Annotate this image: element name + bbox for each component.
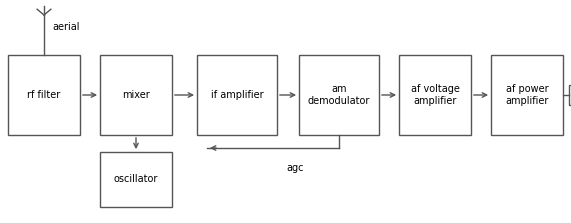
Text: mixer: mixer: [122, 90, 150, 100]
Bar: [100, 152, 172, 207]
Text: af voltage
amplifier: af voltage amplifier: [411, 84, 460, 106]
Text: af power
amplifier: af power amplifier: [505, 84, 549, 106]
Bar: [197, 55, 277, 135]
Bar: [399, 55, 471, 135]
Bar: [569, 85, 571, 105]
Bar: [100, 55, 172, 135]
Bar: [299, 55, 379, 135]
Bar: [491, 55, 563, 135]
Text: agc: agc: [286, 163, 304, 173]
Text: if amplifier: if amplifier: [211, 90, 263, 100]
Text: rf filter: rf filter: [27, 90, 61, 100]
Bar: [8, 55, 80, 135]
Text: aerial: aerial: [52, 22, 79, 32]
Text: am
demodulator: am demodulator: [308, 84, 370, 106]
Text: oscillator: oscillator: [114, 175, 158, 184]
